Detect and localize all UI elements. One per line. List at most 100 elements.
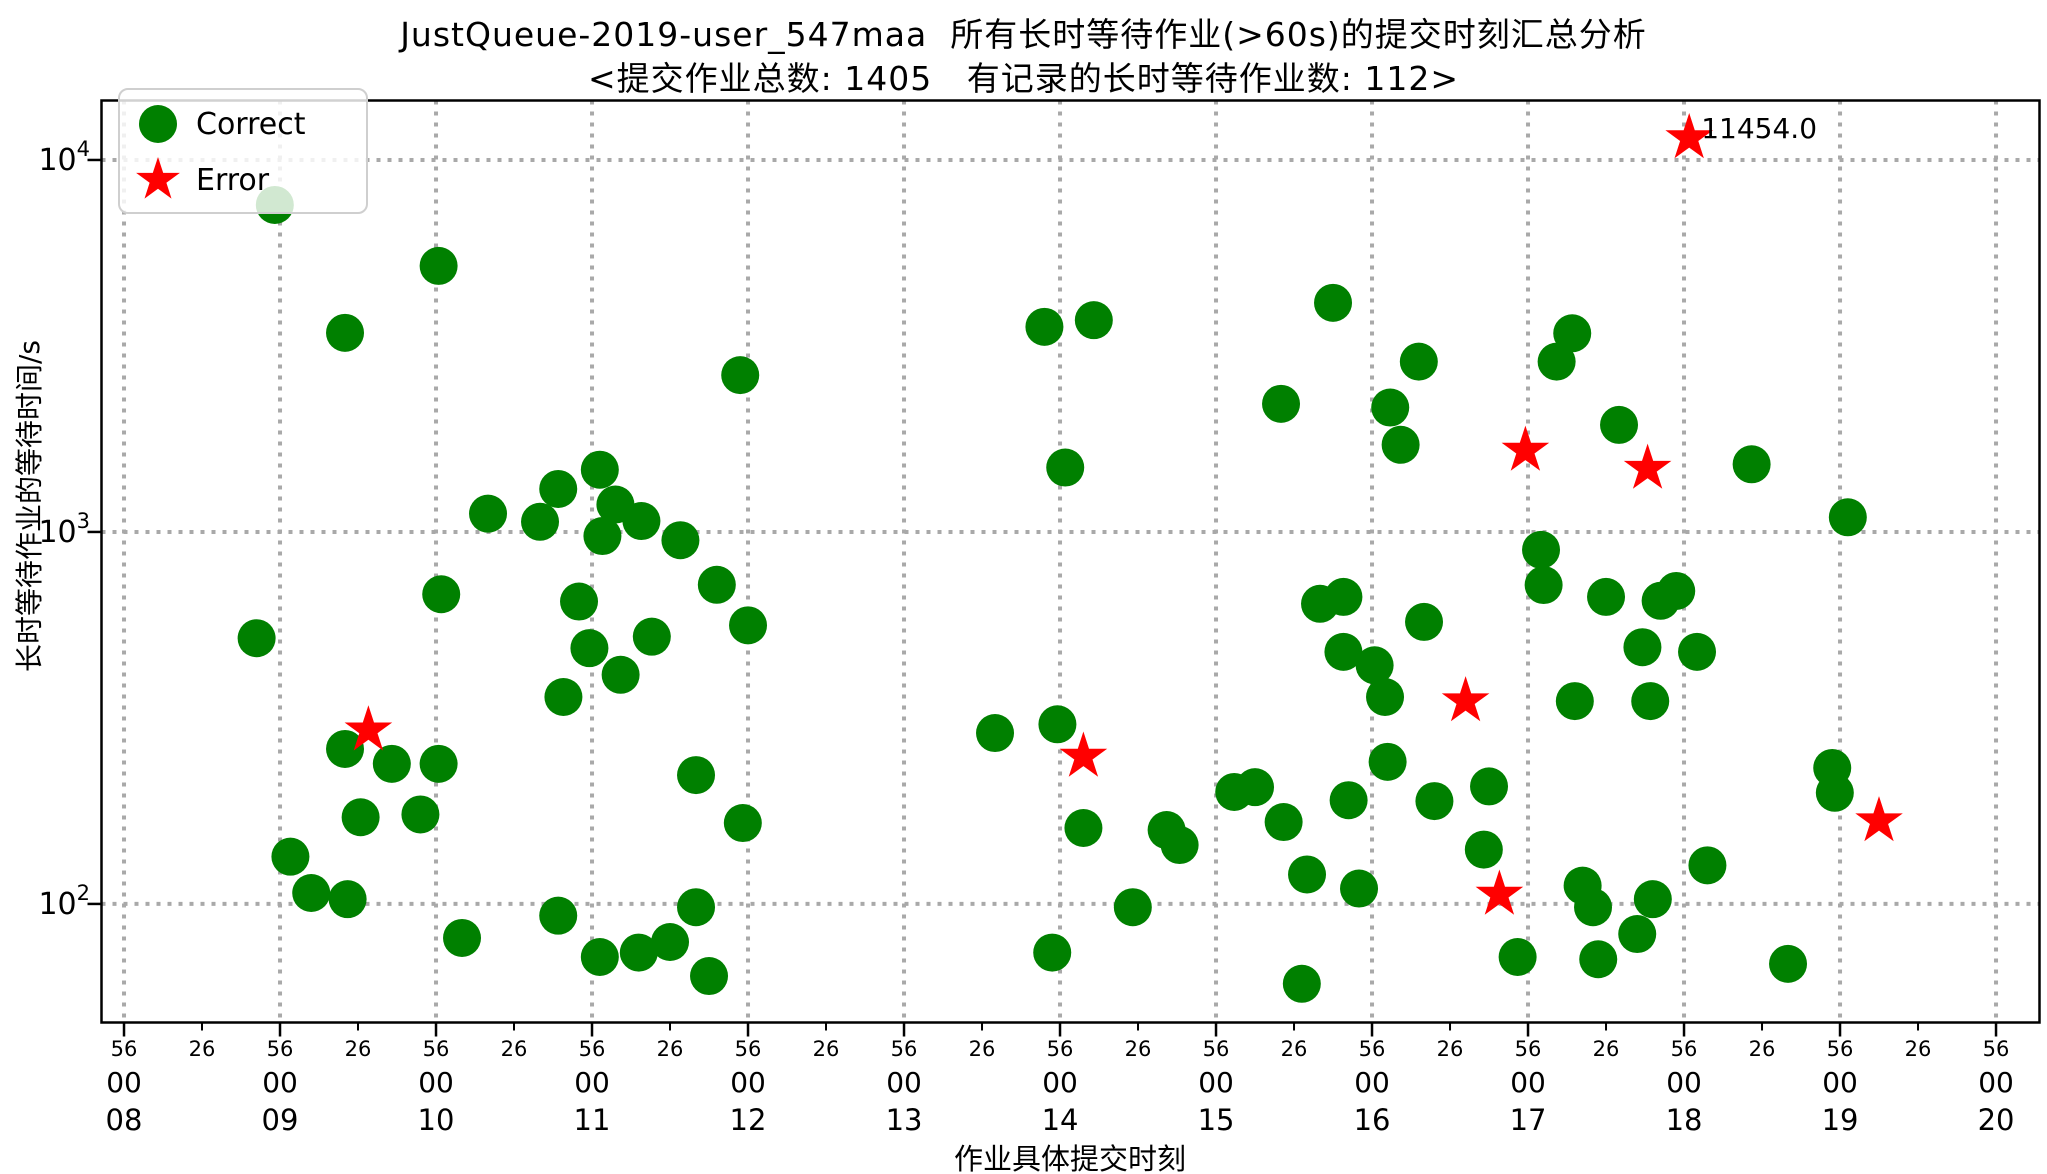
data-point-correct: [1160, 826, 1199, 865]
data-point-correct: [1340, 869, 1379, 908]
data-point-correct: [419, 246, 458, 285]
data-point-correct: [651, 923, 690, 962]
x-tick-second-label: 00: [1666, 1066, 1702, 1099]
x-tick-hour-label: 18: [1666, 1103, 1703, 1137]
data-point-correct: [1324, 577, 1363, 616]
data-point-error: [1665, 113, 1713, 159]
data-point-correct: [580, 937, 619, 976]
legend-item-error: Error: [120, 152, 366, 208]
x-tick-second-label: 00: [1978, 1066, 2014, 1099]
x-tick-hour-label: 14: [1042, 1103, 1079, 1137]
data-point-error: [1475, 869, 1524, 915]
x-minor-tick-label: 26: [1593, 1037, 1620, 1061]
data-point-correct: [1631, 682, 1670, 721]
x-tick-second-label: 00: [574, 1066, 610, 1099]
data-point-correct: [1732, 445, 1771, 484]
x-tick-hour-label: 16: [1354, 1103, 1391, 1137]
data-point-correct: [1074, 301, 1113, 340]
data-point-correct: [632, 617, 671, 656]
x-tick-minute-label: 56: [111, 1037, 138, 1061]
x-tick-minute-label: 56: [1359, 1037, 1386, 1061]
legend: Correct Error: [118, 88, 368, 214]
data-point-correct: [326, 729, 365, 768]
data-point-correct: [1524, 566, 1563, 605]
data-point-error: [344, 705, 393, 751]
data-point-correct: [580, 450, 619, 489]
data-point-correct: [1470, 767, 1509, 806]
data-point-error: [1501, 425, 1550, 471]
data-point-correct: [443, 918, 482, 957]
data-point-correct: [1633, 880, 1672, 919]
data-point-correct: [1553, 314, 1592, 353]
x-tick-minute-label: 56: [1827, 1037, 1854, 1061]
x-minor-tick-label: 26: [345, 1037, 372, 1061]
x-tick-hour-label: 11: [574, 1103, 611, 1137]
x-tick-minute-label: 56: [1515, 1037, 1542, 1061]
x-minor-tick-label: 26: [1905, 1037, 1932, 1061]
chart-title: JustQueue-2019-user_547maa 所有长时等待作业(>60s…: [400, 15, 1647, 54]
data-point-correct: [1288, 855, 1327, 894]
x-tick-minute-label: 56: [579, 1037, 606, 1061]
x-tick-second-label: 00: [1042, 1066, 1078, 1099]
data-point-correct: [723, 804, 762, 843]
data-point-correct: [521, 502, 560, 541]
data-point-correct: [697, 565, 736, 604]
data-point-correct: [1415, 782, 1454, 821]
x-minor-tick-label: 26: [189, 1037, 216, 1061]
x-tick-second-label: 00: [106, 1066, 142, 1099]
y-axis-label: 长时等待作业的等待时间/s: [13, 339, 46, 673]
data-point-correct: [1324, 632, 1363, 671]
legend-item-correct: Correct: [120, 96, 366, 152]
data-point-correct: [1600, 405, 1639, 444]
data-point-correct: [1657, 571, 1696, 610]
data-point-correct: [1371, 388, 1410, 427]
data-point-error: [1623, 443, 1672, 489]
x-tick-second-label: 00: [1354, 1066, 1390, 1099]
data-point-correct: [1355, 646, 1394, 685]
x-minor-tick-label: 26: [813, 1037, 840, 1061]
x-tick-second-label: 00: [1510, 1066, 1546, 1099]
data-point-correct: [326, 313, 365, 352]
data-point-correct: [1033, 933, 1072, 972]
x-tick-minute-label: 56: [1983, 1037, 2010, 1061]
data-point-correct: [539, 469, 578, 508]
x-tick-hour-label: 10: [418, 1103, 455, 1137]
data-point-correct: [1282, 964, 1321, 1003]
legend-label-error: Error: [196, 162, 270, 198]
data-point-correct: [560, 582, 599, 621]
data-point-correct: [1579, 940, 1618, 979]
data-point-correct: [544, 677, 583, 716]
x-minor-tick-label: 26: [1125, 1037, 1152, 1061]
x-tick-hour-label: 17: [1510, 1103, 1547, 1137]
x-tick-second-label: 00: [886, 1066, 922, 1099]
x-tick-minute-label: 56: [1671, 1037, 1698, 1061]
x-tick-minute-label: 56: [267, 1037, 294, 1061]
data-point-correct: [1618, 915, 1657, 954]
data-point-error: [1059, 731, 1108, 777]
max-value-annotation: 11454.0: [1701, 112, 1818, 146]
x-minor-tick-label: 26: [501, 1037, 528, 1061]
x-minor-tick-label: 26: [969, 1037, 996, 1061]
x-tick-second-label: 00: [262, 1066, 298, 1099]
x-tick-hour-label: 15: [1198, 1103, 1235, 1137]
y-tick-label: 102: [38, 881, 90, 922]
data-point-correct: [1464, 830, 1503, 869]
data-point-correct: [539, 896, 578, 935]
x-tick-hour-label: 13: [886, 1103, 923, 1137]
data-point-correct: [292, 873, 331, 912]
x-tick-hour-label: 09: [262, 1103, 299, 1137]
data-point-correct: [401, 795, 440, 834]
data-point-correct: [237, 619, 276, 658]
data-point-correct: [1815, 773, 1854, 812]
data-point-correct: [1368, 742, 1407, 781]
data-point-correct: [469, 494, 508, 533]
data-point-error: [1855, 796, 1903, 842]
data-point-correct: [721, 356, 760, 395]
data-point-correct: [1262, 384, 1301, 423]
y-tick-label: 104: [38, 137, 90, 178]
y-tick-label: 103: [38, 509, 90, 550]
x-tick-second-label: 00: [730, 1066, 766, 1099]
data-point-correct: [1522, 530, 1561, 569]
